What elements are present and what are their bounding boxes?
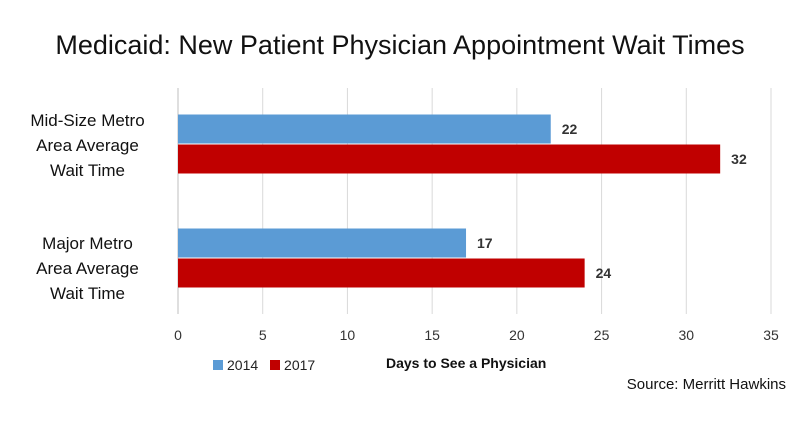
x-tick-label: 0 <box>174 327 182 343</box>
x-axis-title: Days to See a Physician <box>386 355 547 371</box>
legend-item-2014: 2014 <box>213 357 258 373</box>
chart-title: Medicaid: New Patient Physician Appointm… <box>55 30 745 60</box>
bars <box>178 114 721 288</box>
legend-swatch-2017 <box>270 360 281 370</box>
data-labels: 22 17 32 24 <box>477 121 747 281</box>
bar-2014-1 <box>178 228 467 258</box>
category-label-line: Mid-Size Metro <box>30 111 145 130</box>
x-tick-label: 35 <box>763 327 779 343</box>
x-tick-label: 25 <box>594 327 610 343</box>
category-label-line: Wait Time <box>50 161 125 180</box>
bar-2014-0 <box>178 114 551 144</box>
legend: 2014 2017 <box>213 357 323 373</box>
source-note: Source: Merritt Hawkins <box>626 376 786 393</box>
legend-swatch-2014 <box>213 360 223 370</box>
x-tick-label: 15 <box>424 327 440 343</box>
x-tick-label: 5 <box>259 327 267 343</box>
bar-2017-0 <box>178 144 721 174</box>
category-label-line: Area Average <box>36 259 139 278</box>
category-label-line: Major Metro <box>42 234 133 253</box>
x-tick-label: 20 <box>509 327 525 343</box>
legend-item-2017: 2017 <box>270 357 315 373</box>
bar-2017-1 <box>178 258 585 288</box>
category-label-line: Wait Time <box>50 284 125 303</box>
x-tick-label: 10 <box>340 327 356 343</box>
category-label-mid-size: Mid-Size Metro Area Average Wait Time <box>0 108 175 183</box>
data-label: 17 <box>477 235 493 251</box>
legend-label-2014: 2014 <box>227 357 259 373</box>
category-label-line: Area Average <box>36 136 139 155</box>
data-label: 32 <box>731 151 747 167</box>
legend-label-2017: 2017 <box>284 357 316 373</box>
data-label: 22 <box>562 121 578 137</box>
x-tick-labels: 0 5 10 15 20 25 30 35 <box>174 327 779 343</box>
category-label-major: Major Metro Area Average Wait Time <box>0 231 175 306</box>
data-label: 24 <box>596 265 612 281</box>
x-tick-label: 30 <box>678 327 694 343</box>
